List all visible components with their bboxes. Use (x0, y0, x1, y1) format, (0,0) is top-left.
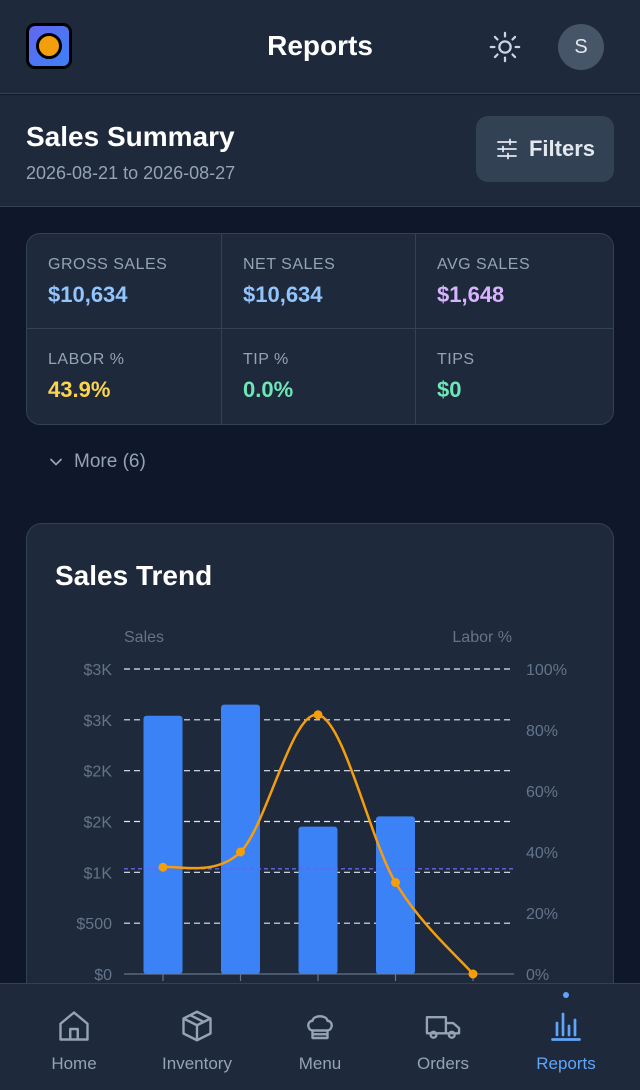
active-indicator (563, 992, 569, 998)
nav-label: Inventory (162, 1054, 232, 1073)
y-axis-title: Sales (124, 629, 164, 646)
bottom-navigation: Home Inventory Menu Orders (0, 983, 640, 1090)
home-icon (56, 1006, 92, 1046)
y-tick-label: $2K (84, 764, 113, 781)
date-range: 2026-08-21 to 2026-08-27 (26, 163, 236, 183)
labor-percent-point (391, 878, 400, 887)
y-tick-label: $500 (76, 916, 112, 933)
y-tick-label: $0 (94, 967, 112, 984)
app-logo-icon[interactable] (26, 23, 72, 69)
theme-toggle-sun-icon[interactable] (486, 28, 524, 66)
y-tick-label: $3K (84, 713, 113, 730)
metric-tip-percent: TIP % 0.0% (222, 329, 416, 424)
y2-axis-title: Labor % (452, 629, 512, 646)
metric-value: 43.9% (48, 377, 111, 402)
sales-trend-card: Sales Trend Sales Labor % $3K $3K $2K $2K $1K $… (26, 523, 614, 1043)
metric-value: $10,634 (48, 282, 128, 307)
bar-chart-icon (548, 1006, 584, 1046)
sales-bar (143, 715, 183, 974)
metrics-grid: GROSS SALES $10,634 NET SALES $10,634 AV… (26, 233, 614, 425)
chart-title: Sales Trend (55, 560, 213, 591)
metric-value: $10,634 (243, 282, 323, 307)
metric-label: AVG SALES (437, 256, 531, 273)
page-title: Reports (267, 30, 373, 61)
nav-label: Reports (536, 1054, 596, 1073)
summary-title: Sales Summary (26, 121, 235, 152)
nav-item-home[interactable]: Home (14, 984, 134, 1090)
y2-tick-label: 40% (526, 845, 558, 862)
y-tick-label: $2K (84, 815, 113, 832)
filters-label: Filters (528, 136, 596, 161)
box-icon (179, 1006, 215, 1046)
metric-value: $1,648 (437, 282, 505, 307)
labor-percent-point (236, 847, 245, 857)
y-tick-label: $1K (84, 865, 113, 882)
sliders-icon (497, 138, 517, 160)
y2-tick-label: 20% (526, 906, 558, 923)
truck-icon (424, 1006, 462, 1046)
metric-avg-sales: AVG SALES $1,648 (416, 234, 613, 329)
more-metrics-toggle[interactable]: More (6) (48, 451, 146, 473)
nav-label: Orders (417, 1054, 469, 1073)
metric-gross-sales: GROSS SALES $10,634 (27, 234, 222, 329)
nav-label: Home (51, 1054, 97, 1073)
y2-tick-label: 60% (526, 784, 558, 801)
y2-tick-label: 0% (526, 967, 549, 984)
nav-item-inventory[interactable]: Inventory (137, 984, 257, 1090)
metric-value: $0 (437, 377, 462, 402)
metric-tips: TIPS $0 (416, 329, 613, 424)
labor-percent-point (468, 969, 478, 979)
metric-label: TIPS (437, 351, 475, 368)
sales-bar (221, 704, 260, 974)
metric-value: 0.0% (243, 377, 294, 402)
nav-item-reports[interactable]: Reports (506, 984, 626, 1090)
more-label: More (6) (74, 451, 146, 472)
chevron-down-icon (50, 458, 62, 466)
user-avatar[interactable]: S (558, 24, 604, 70)
nav-item-orders[interactable]: Orders (383, 984, 503, 1090)
y2-tick-label: 80% (526, 723, 558, 740)
metric-net-sales: NET SALES $10,634 (222, 234, 416, 329)
y2-tick-label: 100% (526, 662, 567, 679)
sales-trend-chart: Sales Labor % $3K $3K $2K $2K $1K $500 $0 100% 80%… (76, 629, 567, 984)
metric-label: TIP % (243, 351, 289, 368)
chef-hat-icon (302, 1006, 338, 1046)
labor-percent-point (313, 710, 323, 720)
filters-button[interactable]: Filters (476, 116, 614, 182)
metric-label: GROSS SALES (48, 256, 168, 273)
labor-percent-point (158, 862, 168, 872)
metric-labor-percent: LABOR % 43.9% (27, 329, 222, 424)
nav-item-menu[interactable]: Menu (260, 984, 380, 1090)
summary-header: Sales Summary 2026-08-21 to 2026-08-27 F… (0, 95, 640, 207)
metric-label: NET SALES (243, 256, 336, 273)
top-app-bar: Reports S (0, 0, 640, 94)
metric-label: LABOR % (48, 351, 125, 368)
y-tick-label: $3K (84, 662, 113, 679)
sales-bar (376, 816, 415, 974)
nav-label: Menu (298, 1054, 342, 1073)
sales-bar (298, 826, 338, 974)
